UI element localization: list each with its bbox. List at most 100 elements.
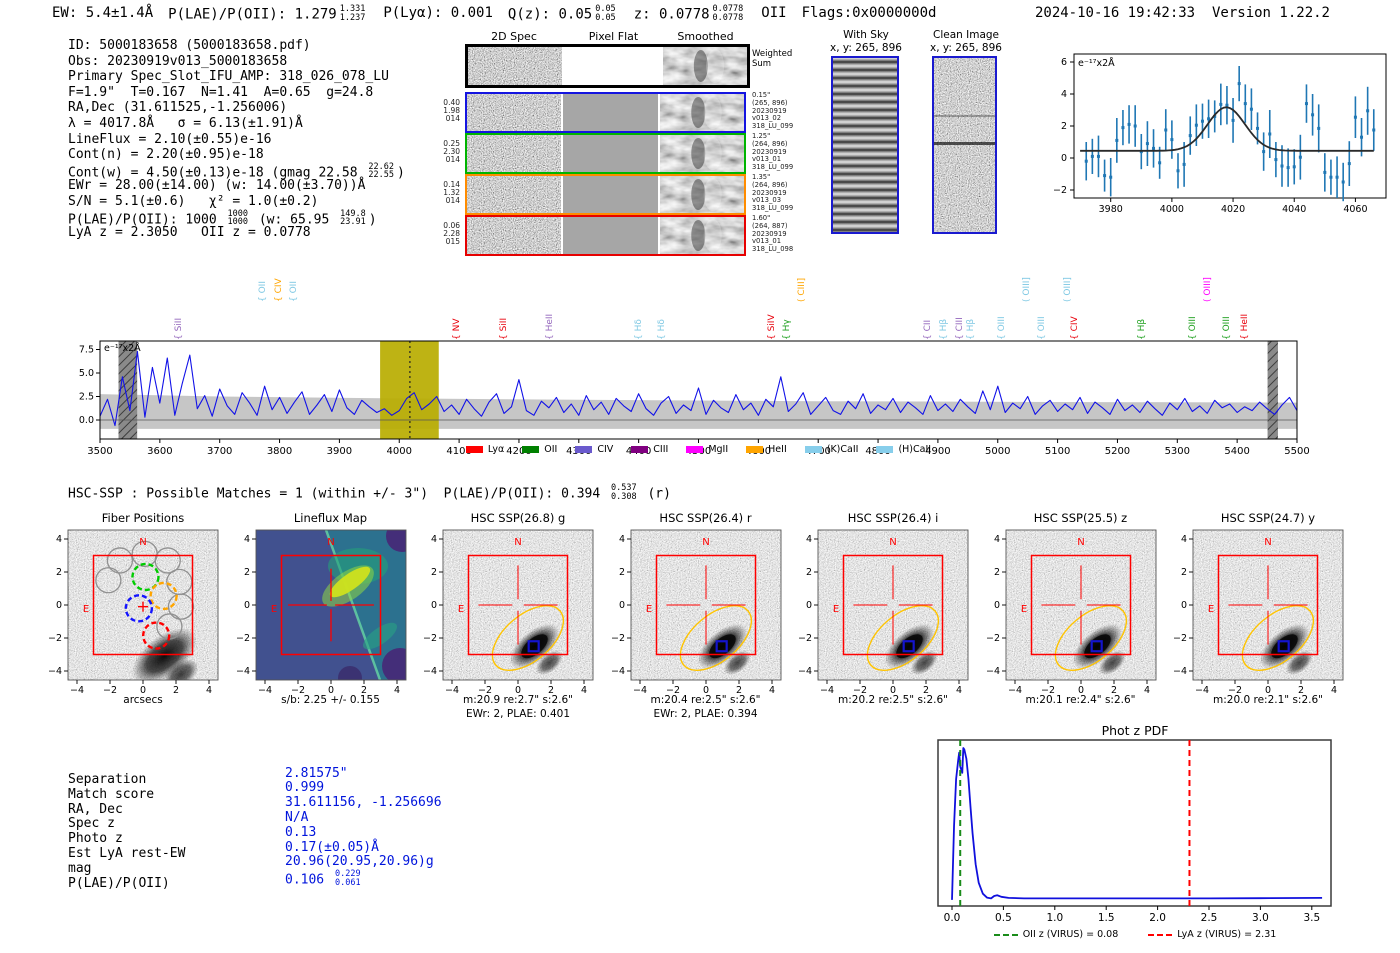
- text-el: 3800: [267, 446, 292, 457]
- rect-el: [1182, 162, 1186, 166]
- text-segment: RA,Dec (31.611525,-1.256006): [68, 100, 288, 116]
- text-el: 4: [618, 534, 624, 545]
- rect-el: [1231, 118, 1235, 122]
- row-right-line: 20230919: [752, 188, 787, 197]
- text-el: 0: [243, 600, 249, 611]
- rect-el: [663, 47, 747, 85]
- photz-legend-item: OII z (VIRUS) = 0.08: [993, 929, 1118, 940]
- cutout-panel-hsc: N E −4 −4 −2 −2 0 0 2 2 4 4: [423, 529, 594, 694]
- emission-line-label: { OIII: [997, 316, 1008, 340]
- text-el: −4: [985, 666, 999, 677]
- rect-el: [527, 640, 540, 653]
- rect-el: [1084, 159, 1088, 163]
- text-segment: Primary Spec_Slot_IFU_AMP: 318_026_078_L…: [68, 69, 389, 85]
- twod-row: [465, 133, 746, 174]
- text-segment: LyA z = 2.3050 OII z = 0.0778: [68, 225, 311, 241]
- g-el: [68, 530, 218, 680]
- text-el: 4: [1061, 89, 1067, 100]
- legend-item: CIII: [631, 444, 668, 455]
- rect-el: [1073, 53, 1387, 199]
- twod-row-right-label: 1.35" (264, 896) 20230919 v013_03 318_LU_099: [752, 173, 812, 214]
- rect-el: [468, 47, 562, 85]
- rect-el: [467, 135, 561, 172]
- dashed-line-icon: [1148, 933, 1173, 936]
- text-segment: HSC-SSP : Possible Matches = 1 (within +…: [68, 486, 609, 502]
- row-left-line: 1.32: [443, 188, 460, 198]
- emission-line-label: { HeII: [544, 313, 555, 340]
- text-el: 2.5: [79, 392, 94, 403]
- twod-weighted-row: [465, 44, 750, 88]
- rect-el: [1329, 175, 1333, 179]
- text-el: 4: [56, 534, 62, 545]
- rect-el: [467, 554, 569, 656]
- row-right-line: 318_LU_098: [752, 245, 794, 254]
- legend-swatch-icon: [804, 446, 822, 453]
- ellipse-el: [163, 658, 199, 680]
- circle-el: [381, 648, 406, 680]
- rect-el: [1090, 154, 1094, 158]
- text-el: 4: [768, 685, 774, 694]
- g-el: [255, 530, 406, 680]
- clean-image-title-text: Clean Image: [932, 29, 1000, 41]
- legend-label: HeII: [768, 444, 787, 455]
- span-el: 0.537: [611, 483, 637, 493]
- emission-line-label: { OIII: [1037, 316, 1048, 340]
- rect-el: [1237, 82, 1241, 86]
- text-segment: λ = 4017.8Å σ = 6.13(±1.91)Å: [68, 115, 303, 131]
- text-segment: (w: 65.95: [251, 212, 338, 228]
- span-el: 1000: [227, 208, 249, 219]
- with-sky-image: [831, 56, 899, 234]
- text-segment: Q(z): 0.05: [507, 6, 593, 23]
- text-el: 3700: [207, 446, 232, 457]
- legend-item: (H)CaII: [876, 444, 931, 455]
- text-el: 0: [1061, 153, 1067, 164]
- text-el: 4900: [925, 446, 950, 457]
- clean-image-noise: [934, 58, 995, 232]
- text-el: 2: [431, 567, 437, 578]
- rect-el: [902, 640, 915, 653]
- text-el: 3980: [1099, 204, 1123, 215]
- text-el: −4: [1173, 666, 1187, 677]
- emission-line-label: { CII: [922, 319, 933, 340]
- text-el: 4: [206, 685, 212, 694]
- rect-el: [1170, 138, 1174, 142]
- emission-line-label: { Hβ: [1137, 318, 1148, 340]
- stacked-values: 0.0778 0.0778: [713, 5, 744, 22]
- text-el: 0: [431, 600, 437, 611]
- text-el: 0: [515, 685, 521, 694]
- row-right-line: v013_01: [752, 237, 782, 246]
- twod-row-right-label: 0.15" (265, 896) 20230919 v013_02 318_LU_099: [752, 91, 812, 132]
- cutout-sublabel2: EWr: 2, PLAE: 0.394: [653, 708, 758, 720]
- rect-el: [1188, 134, 1192, 138]
- cutout-sublabel: m:20.4 re:2.5" s:2.6": [650, 694, 761, 706]
- text-el: 0.5: [995, 912, 1012, 924]
- twod-row: [465, 92, 746, 133]
- cutout-sublabel: m:20.1 re:2.4" s:2.6": [1025, 694, 1136, 706]
- emission-line-label: { Hβ: [965, 318, 976, 340]
- g-el: [818, 530, 968, 680]
- text-el: −2: [235, 633, 249, 644]
- row-left-line: 1.98: [443, 106, 460, 116]
- text-segment: LineFlux = 2.10(±0.55)e-16: [68, 131, 272, 147]
- row-left-line: 2.28: [443, 229, 460, 239]
- noise-image: [660, 135, 744, 172]
- cutout-title: HSC SSP(26.4) r: [659, 511, 752, 525]
- info-line: S/N = 5.1(±0.6) χ² = 1.0(±0.2): [68, 194, 405, 210]
- rect-el: [1317, 126, 1321, 130]
- text-segment: ): [397, 165, 405, 181]
- match-label: Photo z: [68, 831, 123, 847]
- text-el: −2: [1173, 633, 1187, 644]
- ellipse-el: [703, 177, 722, 212]
- legend-swatch-icon: [746, 446, 764, 453]
- text-el: −4: [632, 685, 646, 694]
- text-el: 5200: [1105, 446, 1130, 457]
- rect-el: [467, 94, 561, 131]
- ellipse-el: [132, 627, 197, 680]
- emission-line-label: { OII: [258, 281, 269, 302]
- pixel-flat-blank: [564, 47, 661, 85]
- circle-el: [167, 593, 195, 620]
- row-right-line: v013_01: [752, 155, 782, 164]
- header-segment: Flags:0x0000000d: [802, 5, 937, 23]
- text-el: 0: [140, 685, 146, 694]
- row-left-line: 014: [445, 114, 460, 124]
